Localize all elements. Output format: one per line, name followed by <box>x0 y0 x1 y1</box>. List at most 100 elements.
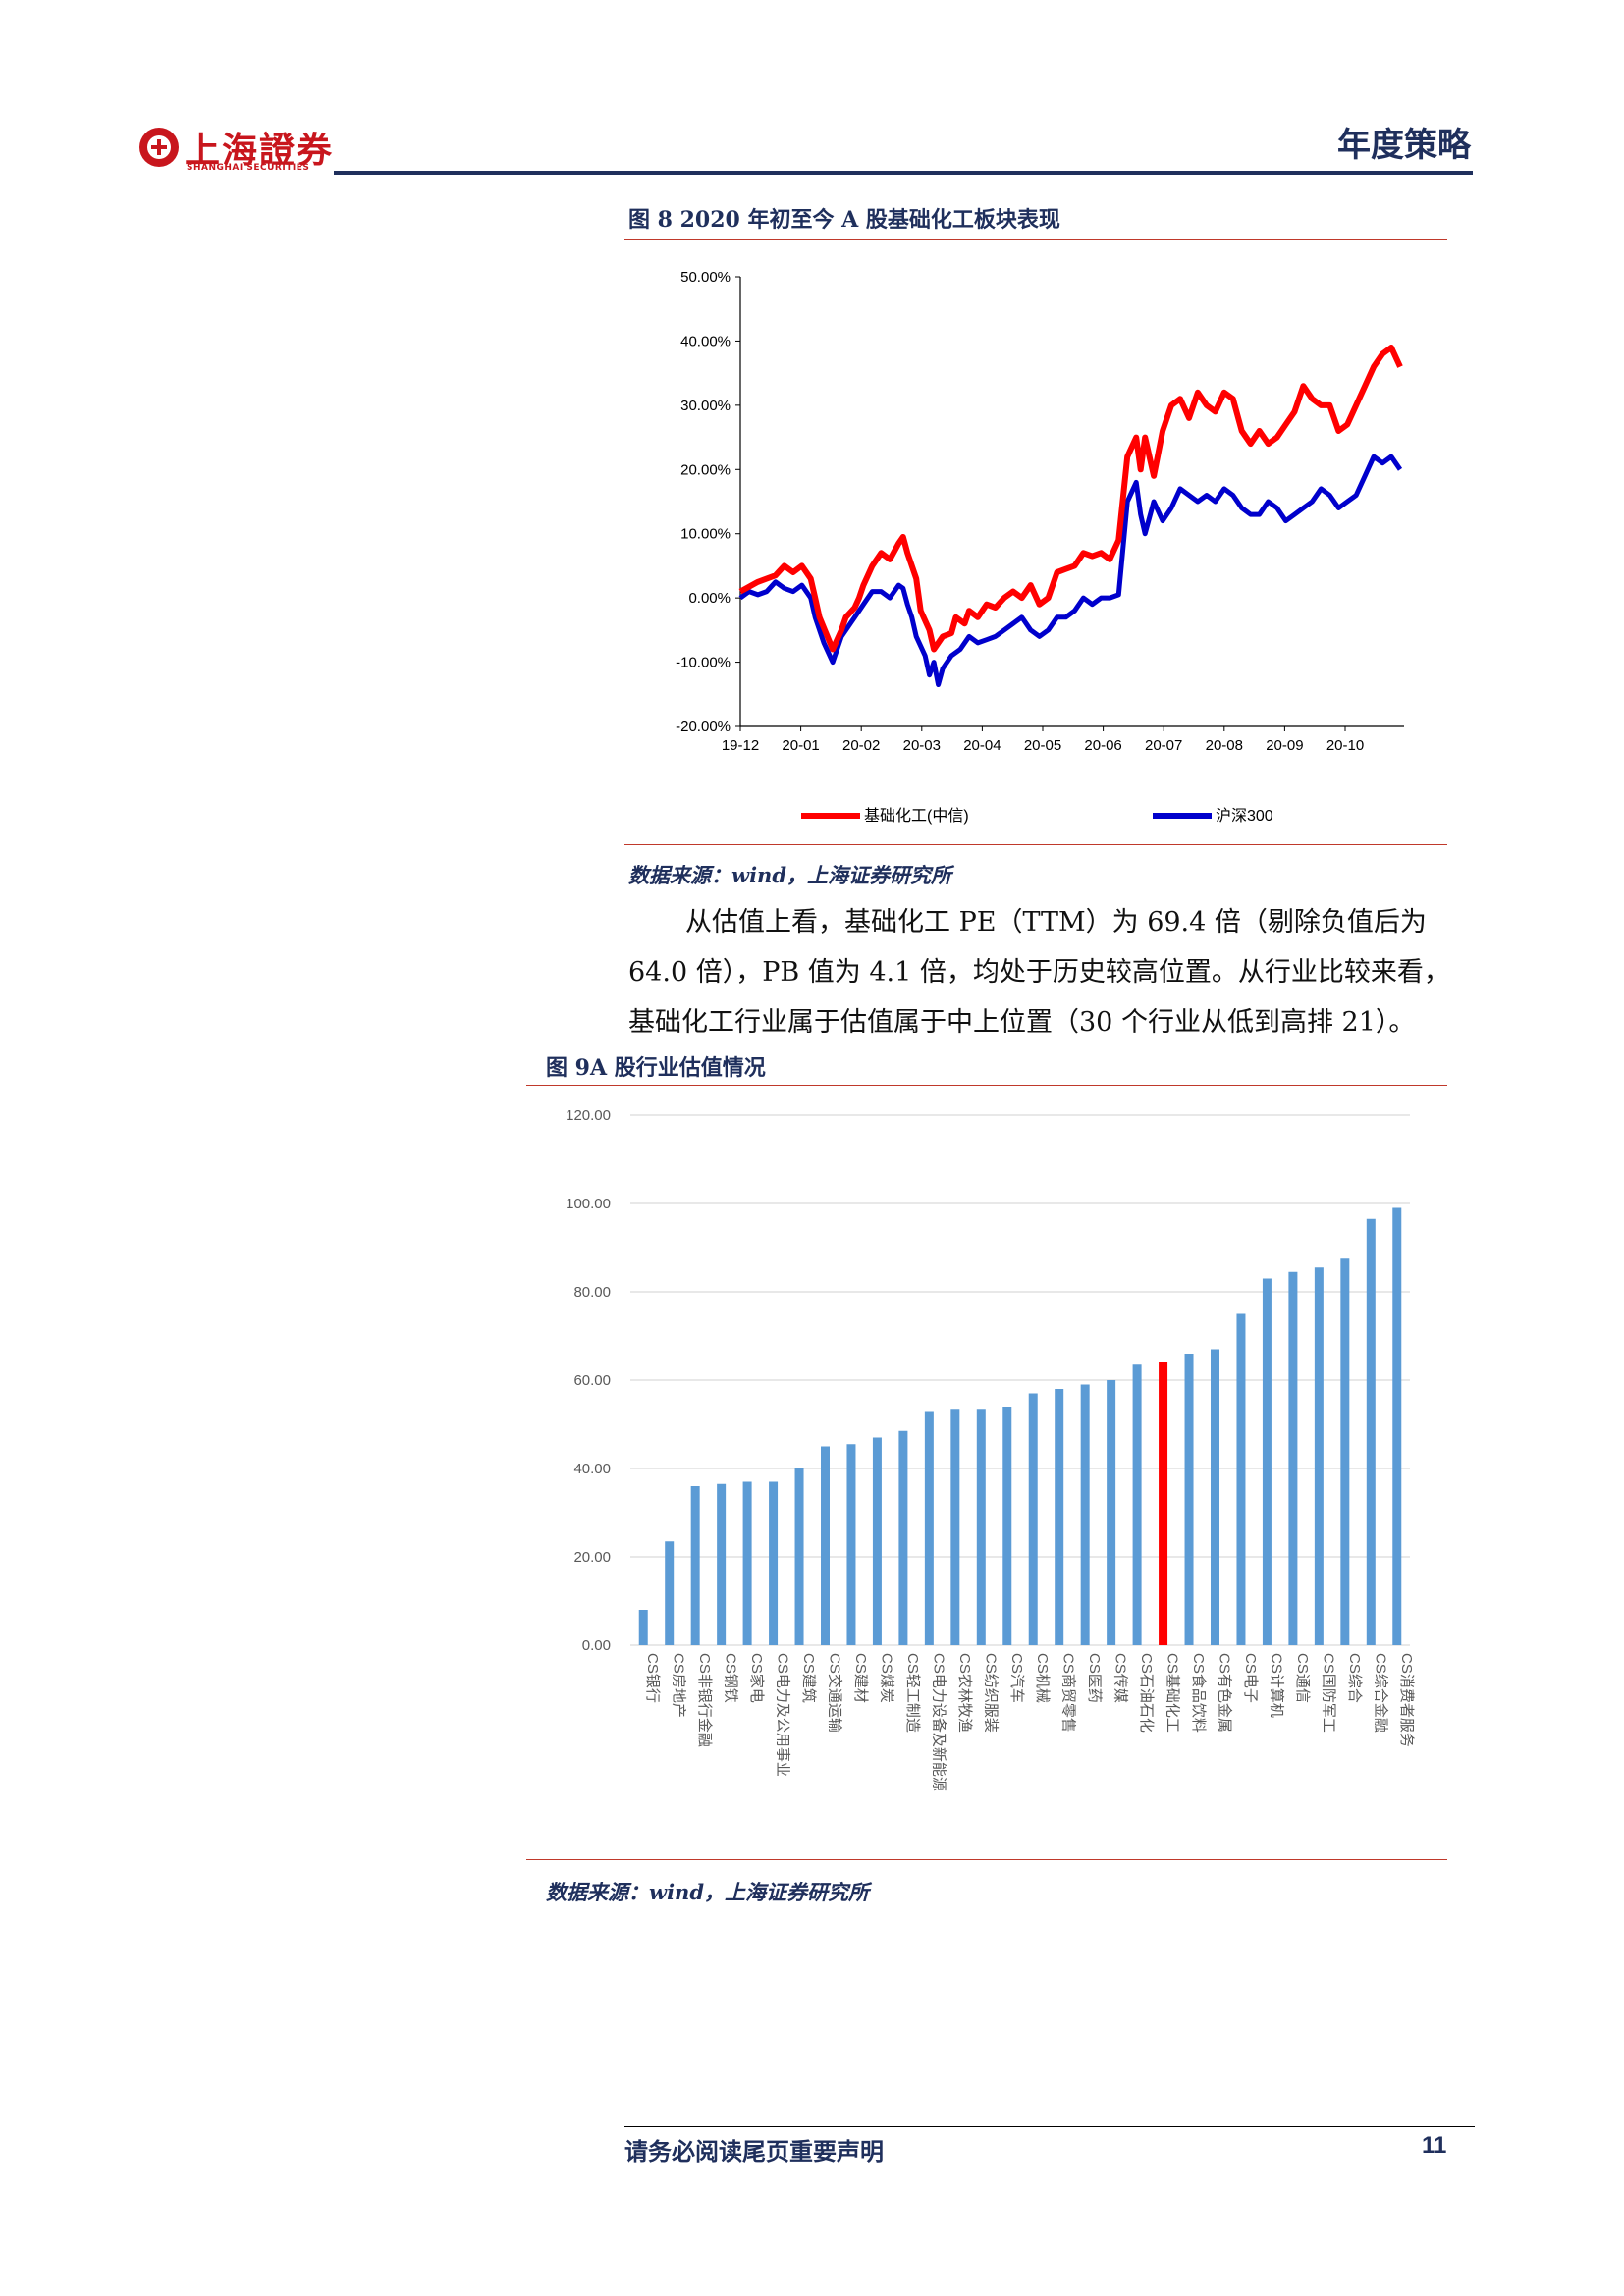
x-tick-label: 20-07 <box>1145 737 1182 754</box>
bar <box>1002 1407 1012 1645</box>
paragraph-line-2: 64.0 倍），PB 值为 4.1 倍，均处于历史较高位置。从行业比较来看， <box>628 957 1450 988</box>
y-tick-label: 0.00% <box>688 590 731 607</box>
x-tick-label: CS石油石化 <box>1138 1653 1155 1733</box>
bar <box>794 1468 804 1645</box>
x-tick-label: CS轻工制造 <box>904 1653 921 1733</box>
bar <box>1028 1393 1038 1645</box>
bar <box>1236 1313 1246 1645</box>
y-tick-label: -10.00% <box>676 655 731 671</box>
bar <box>1314 1267 1324 1645</box>
bar <box>1392 1207 1402 1645</box>
paragraph-line-1: 从估值上看，基础化工 PE（TTM）为 69.4 倍（剔除负值后为 <box>685 907 1427 937</box>
x-tick-label: CS综合 <box>1346 1653 1363 1703</box>
bar <box>665 1541 675 1645</box>
y-tick-label: 20.00 <box>573 1549 611 1566</box>
y-tick-label: 40.00% <box>680 333 731 349</box>
bar <box>638 1610 648 1645</box>
x-tick-label: CS非银行金融 <box>696 1653 713 1747</box>
x-tick-label: CS纺织服装 <box>982 1653 999 1733</box>
figure9-top-rule <box>526 1085 1447 1086</box>
series-line <box>738 454 1403 687</box>
y-tick-label: 60.00 <box>573 1372 611 1389</box>
bar <box>1132 1364 1142 1645</box>
x-tick-label: 20-05 <box>1024 737 1061 754</box>
bar <box>872 1437 882 1645</box>
series-line <box>738 345 1403 653</box>
x-tick-label: CS计算机 <box>1268 1653 1285 1718</box>
bar <box>1366 1218 1376 1645</box>
y-tick-label: 50.00% <box>680 269 731 286</box>
figure9-source: 数据来源：wind，上海证券研究所 <box>546 1880 870 1904</box>
x-tick-label: CS通信 <box>1294 1653 1311 1703</box>
y-tick-label: 40.00 <box>573 1461 611 1477</box>
x-tick-label: CS煤炭 <box>878 1653 894 1703</box>
x-tick-label: CS交通运输 <box>827 1653 844 1733</box>
x-tick-label: CS电力及公用事业 <box>775 1653 791 1777</box>
bar <box>690 1486 700 1645</box>
x-tick-label: CS房地产 <box>671 1653 687 1718</box>
bar <box>1211 1349 1219 1645</box>
bar <box>976 1409 986 1645</box>
figure8-source: 数据来源：wind，上海证券研究所 <box>628 863 952 887</box>
x-tick-label: CS综合金融 <box>1372 1653 1388 1733</box>
x-tick-label: CS汽车 <box>1008 1653 1025 1703</box>
x-tick-label: CS银行 <box>644 1653 661 1703</box>
x-tick-label: CS电子 <box>1242 1653 1259 1703</box>
x-tick-label: CS医药 <box>1086 1653 1103 1703</box>
bar <box>898 1430 908 1645</box>
y-tick-label: 10.00% <box>680 526 731 543</box>
bar <box>1340 1258 1350 1645</box>
x-tick-label: CS传媒 <box>1112 1653 1129 1703</box>
bar <box>1055 1389 1064 1645</box>
bar <box>1080 1384 1090 1645</box>
page-number: 11 <box>1422 2132 1447 2159</box>
bar <box>950 1409 960 1645</box>
x-tick-label: CS消费者服务 <box>1398 1653 1415 1747</box>
x-tick-label: 20-08 <box>1206 737 1243 754</box>
y-tick-label: 0.00 <box>582 1637 611 1654</box>
x-tick-label: CS电力设备及新能源 <box>930 1653 947 1791</box>
bar <box>1107 1380 1116 1645</box>
y-tick-label: 30.00% <box>680 398 731 414</box>
bar <box>742 1481 752 1645</box>
paragraph-line-3: 基础化工行业属于估值属于中上位置（30 个行业从低到高排 21）。 <box>628 1007 1416 1038</box>
x-tick-label: CS钢铁 <box>723 1653 739 1703</box>
footer-rule <box>624 2126 1475 2127</box>
x-tick-label: 20-06 <box>1084 737 1121 754</box>
x-tick-label: CS家电 <box>748 1653 765 1703</box>
x-tick-label: CS建材 <box>852 1653 869 1703</box>
x-tick-label: CS农林牧渔 <box>956 1653 973 1733</box>
company-logo <box>139 128 179 167</box>
logo-subtitle: SHANGHAI SECURITIES <box>187 163 310 173</box>
figure9-title: 图 9A 股行业估值情况 <box>546 1055 766 1081</box>
x-tick-label: CS建筑 <box>800 1653 817 1703</box>
y-tick-label: 80.00 <box>573 1284 611 1301</box>
x-tick-label: 20-10 <box>1326 737 1364 754</box>
y-tick-label: 20.00% <box>680 461 731 478</box>
figure8-bottom-rule <box>624 844 1447 845</box>
bar <box>821 1446 830 1645</box>
x-tick-label: CS基础化工 <box>1164 1653 1181 1733</box>
figure8-line-chart: 50.00% 40.00% 30.00% 20.00% 10.00% 0.00% -10.0… <box>676 269 1404 825</box>
figure9-bar-chart: 120.00 100.00 80.00 60.00 40.00 20.00 0.00 CS银… <box>566 1107 1415 1791</box>
x-tick-label: CS商贸零售 <box>1060 1653 1077 1733</box>
y-tick-label: 100.00 <box>566 1196 611 1212</box>
x-tick-label: CS食品饮料 <box>1190 1653 1207 1733</box>
x-tick-label: 20-01 <box>782 737 819 754</box>
x-tick-label: CS国防军工 <box>1320 1653 1336 1733</box>
x-tick-label: 19-12 <box>722 737 759 754</box>
bar <box>846 1444 856 1645</box>
figure9-bottom-rule <box>526 1859 1447 1860</box>
bar <box>924 1411 934 1645</box>
x-tick-label: CS机械 <box>1034 1653 1051 1703</box>
bar <box>1159 1362 1168 1645</box>
y-tick-label: 120.00 <box>566 1107 611 1124</box>
bar <box>1288 1271 1298 1645</box>
header-rule <box>334 171 1473 175</box>
bar <box>717 1483 727 1645</box>
logo-text: 上海證券 <box>185 131 335 171</box>
x-tick-label: 20-04 <box>963 737 1001 754</box>
legend-label: 沪深300 <box>1216 807 1273 825</box>
x-tick-label: CS有色金属 <box>1217 1653 1233 1733</box>
footer-disclaimer: 请务必阅读尾页重要声明 <box>624 2137 884 2165</box>
